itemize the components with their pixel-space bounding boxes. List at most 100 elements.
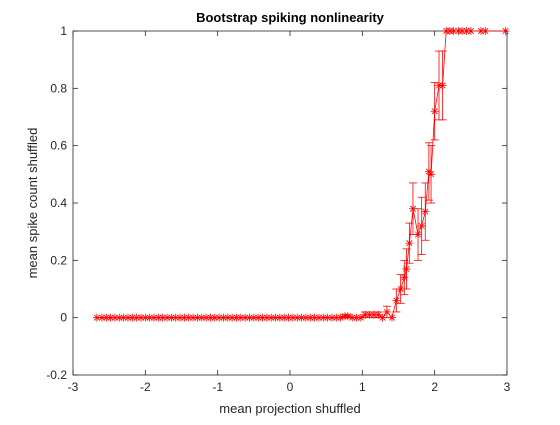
data-point [145,313,154,322]
data-point [102,313,111,322]
data-point [97,313,106,322]
data-point [202,313,211,322]
data-point [210,313,219,322]
data-point [319,313,328,322]
data-point [438,81,447,90]
data-point [241,313,250,322]
x-tick-label: -2 [140,380,151,394]
y-axis-label: mean spike count shuffled [25,128,40,279]
data-point [128,313,137,322]
data-point [462,27,471,35]
data-point [417,221,426,230]
data-point [408,204,417,213]
data-point [396,285,405,293]
data-point [119,313,128,322]
data-point [306,313,315,322]
data-point [352,313,361,322]
data-point [228,313,237,322]
x-axis-label: mean projection shuffled [219,401,360,416]
data-point [123,313,132,322]
data-point [421,207,430,216]
x-tick-label: 1 [359,380,366,394]
data-point [236,313,245,322]
x-tick-label: -1 [212,380,223,394]
data-point [275,313,284,322]
data-point [158,313,167,322]
data-point [193,313,202,322]
data-point [171,313,180,322]
y-tick-label: 0.6 [50,139,67,153]
data-point [232,313,241,322]
data-point [163,313,172,322]
data-point [288,313,297,322]
data-point [327,313,336,322]
data-point [249,313,258,322]
y-tick-label: 1 [60,24,67,38]
data-point [262,313,271,322]
data-point [336,313,345,322]
data-point [115,313,124,322]
data-point [430,107,439,116]
data-point [369,310,378,319]
data-point [458,27,467,35]
data-point [365,310,374,319]
data-point [402,264,411,273]
data-point [254,313,263,322]
data-point [332,313,341,322]
data-point [132,313,141,322]
data-point [310,313,319,322]
data-point [280,313,289,322]
data-point [184,313,193,322]
data-point [392,296,401,305]
data-point [343,312,352,321]
data-point [150,313,159,322]
y-tick-label: 0.8 [50,81,67,95]
data-point [424,167,433,176]
data-point [206,313,215,322]
axes-box [72,30,508,376]
data-point [400,273,409,282]
y-tick-label: -0.2 [46,368,67,382]
plot-area: -3 -2 -1 0 1 2 3 -0.2 0 0.2 0.4 0.6 0.8 1 [46,24,510,394]
data-point [427,170,436,179]
x-tick-label: 0 [287,380,294,394]
y-tick-label: 0.2 [50,253,67,267]
y-tick-label: 0.4 [50,196,67,210]
x-tick-label: 3 [504,380,511,394]
data-point [176,313,185,322]
data-point [314,313,323,322]
data-point [180,313,189,322]
x-tick-label: 2 [431,380,438,394]
data-point [301,313,310,322]
data-point [267,313,276,322]
data-point [141,313,150,322]
data-point [382,307,391,316]
data-point [258,313,267,322]
data-point [271,313,280,322]
data-point [323,313,332,322]
y-tick-label: 0 [60,311,67,325]
data-point [154,313,163,322]
data-point [284,313,293,322]
data-point [348,313,357,322]
data-point [106,313,115,322]
data-point [414,230,423,239]
data-point [387,313,396,322]
data-point [245,313,254,322]
data-point [110,313,119,322]
data-point [405,239,414,248]
data-point [219,313,228,322]
data-point [136,313,145,322]
x-tick-label: -3 [68,380,79,394]
data-point [189,313,198,322]
data-point [356,313,365,322]
data-point [374,310,383,319]
data-point [197,313,206,322]
data-point [378,313,387,322]
data-point [293,313,302,322]
data-point [501,27,510,35]
data-point [167,313,176,322]
data-point [476,27,485,35]
